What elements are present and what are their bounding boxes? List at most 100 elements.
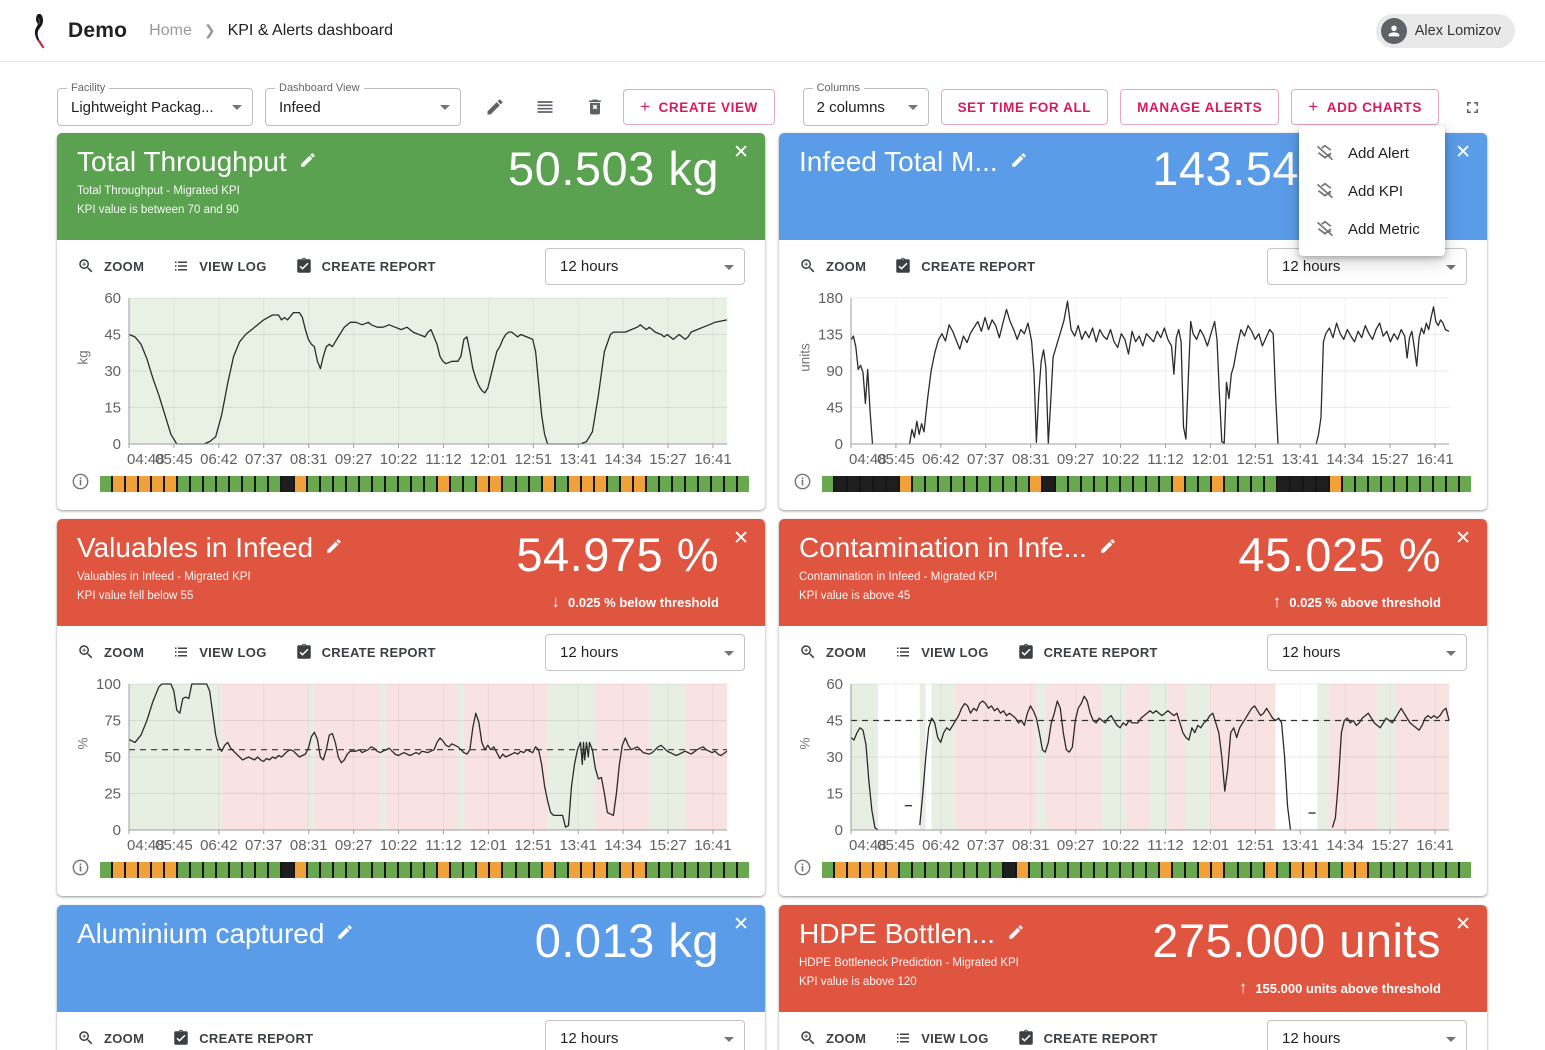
add-charts-button[interactable]: + ADD CHARTS [1291, 89, 1439, 125]
pencil-icon[interactable] [1010, 151, 1028, 174]
kpi-card-header: Contamination in Infe... Contamination in… [779, 519, 1487, 626]
user-menu[interactable]: Alex Lomizov [1375, 13, 1515, 48]
status-segment [1147, 476, 1159, 492]
zoom-button[interactable]: ZOOM [799, 643, 866, 661]
chart-area: kg 0 15 30 45 60 04:48 05:45 06:42 07:37 08:31 09:2… [57, 292, 765, 470]
set-time-label: SET TIME FOR ALL [957, 99, 1092, 115]
time-range-select[interactable]: 12 hours [545, 633, 745, 671]
dashboard-view-select[interactable]: Dashboard View Infeed [265, 82, 461, 126]
fullscreen-button[interactable] [1457, 92, 1488, 123]
zoom-button[interactable]: ZOOM [77, 257, 144, 275]
view-log-button[interactable]: VIEW LOG [172, 643, 266, 661]
status-segment [607, 862, 619, 878]
time-range-select[interactable]: 12 hours [1267, 1019, 1467, 1050]
time-range-select[interactable]: 12 hours [545, 247, 745, 285]
zoom-button[interactable]: ZOOM [799, 257, 866, 275]
view-log-button[interactable]: VIEW LOG [894, 1029, 988, 1047]
view-log-button[interactable]: VIEW LOG [894, 643, 988, 661]
delete-view-button[interactable] [579, 91, 611, 123]
close-card-button[interactable]: ✕ [729, 525, 753, 552]
kpi-alert-condition: KPI value is between 70 and 90 [77, 204, 239, 216]
time-range-select[interactable]: 12 hours [545, 1019, 745, 1050]
status-segment [887, 862, 899, 878]
status-segment [113, 476, 125, 492]
view-log-button[interactable]: VIEW LOG [172, 257, 266, 275]
status-segment [1251, 862, 1263, 878]
status-segment [425, 862, 437, 878]
svg-text:15: 15 [826, 786, 843, 803]
create-report-button[interactable]: CREATE REPORT [1017, 643, 1158, 661]
status-segment [399, 862, 411, 878]
close-card-button[interactable]: ✕ [1451, 139, 1475, 166]
status-segment [633, 476, 645, 492]
pencil-icon[interactable] [325, 537, 343, 560]
menu-item-add-metric[interactable]: Add Metric [1299, 210, 1445, 248]
breadcrumb-home[interactable]: Home [149, 21, 192, 39]
status-segment [386, 862, 398, 878]
close-card-button[interactable]: ✕ [1451, 911, 1475, 938]
info-icon[interactable] [793, 858, 812, 882]
kpi-card: Valuables in Infeed Valuables in Infeed -… [57, 519, 765, 896]
status-segment [646, 476, 658, 492]
create-report-button[interactable]: CREATE REPORT [894, 257, 1035, 275]
card-toolbar: ZOOM CREATE REPORT 12 hours [57, 1012, 765, 1050]
columns-select[interactable]: Columns 2 columns [802, 82, 929, 126]
reorder-views-button[interactable] [529, 91, 561, 123]
close-card-button[interactable]: ✕ [729, 139, 753, 166]
tool-label: ZOOM [104, 258, 145, 274]
create-report-button[interactable]: CREATE REPORT [1017, 1029, 1158, 1047]
create-view-button[interactable]: + CREATE VIEW [623, 89, 775, 125]
svg-text:16:41: 16:41 [1416, 451, 1454, 468]
time-range-select[interactable]: 12 hours [1267, 633, 1467, 671]
close-card-button[interactable]: ✕ [729, 911, 753, 938]
close-card-button[interactable]: ✕ [1451, 525, 1475, 552]
status-segment [1381, 476, 1393, 492]
status-segment [698, 862, 710, 878]
pencil-icon[interactable] [1007, 923, 1025, 946]
facility-select[interactable]: Facility Lightweight Packag... [57, 82, 253, 126]
manage-alerts-button[interactable]: MANAGE ALERTS [1120, 89, 1280, 125]
info-icon[interactable] [71, 472, 90, 496]
menu-item-add-alert[interactable]: Add Alert [1299, 134, 1445, 172]
info-icon[interactable] [793, 472, 812, 496]
facility-select-label: Facility [67, 82, 110, 94]
status-segment [282, 862, 294, 878]
pencil-icon[interactable] [299, 151, 317, 174]
status-segment [542, 476, 554, 492]
zoom-button[interactable]: ZOOM [799, 1029, 866, 1047]
kpi-value: 275.000 units [1152, 914, 1441, 967]
create-report-button[interactable]: CREATE REPORT [295, 643, 436, 661]
edit-view-button[interactable] [479, 91, 511, 123]
status-segment [516, 862, 528, 878]
create-report-button[interactable]: CREATE REPORT [172, 1029, 313, 1047]
info-icon[interactable] [71, 858, 90, 882]
create-report-button[interactable]: CREATE REPORT [295, 257, 436, 275]
zoom-button[interactable]: ZOOM [77, 1029, 144, 1047]
status-segment [490, 476, 502, 492]
status-segment [939, 476, 951, 492]
chart-area: % 0 15 30 45 60 04:48 05:45 06:42 07:37 08:31 09:27… [779, 678, 1487, 856]
layers-off-icon [1316, 182, 1334, 199]
list-icon [175, 647, 188, 657]
status-segment [926, 476, 938, 492]
svg-text:12:51: 12:51 [515, 837, 553, 854]
status-segment [230, 862, 242, 878]
zoom-button[interactable]: ZOOM [77, 643, 144, 661]
status-segment [581, 476, 593, 492]
svg-text:09:27: 09:27 [1057, 451, 1095, 468]
status-segment [529, 862, 541, 878]
status-segment [581, 862, 593, 878]
pencil-icon[interactable] [336, 923, 354, 946]
status-segment [1264, 862, 1276, 878]
pencil-icon[interactable] [1099, 537, 1117, 560]
menu-item-add-kpi[interactable]: Add KPI [1299, 172, 1445, 210]
svg-text:06:42: 06:42 [200, 837, 238, 854]
set-time-for-all-button[interactable]: SET TIME FOR ALL [940, 89, 1109, 125]
clipboard-check-icon [296, 643, 311, 659]
status-segment [1446, 476, 1458, 492]
brand-title: Demo [68, 18, 128, 42]
